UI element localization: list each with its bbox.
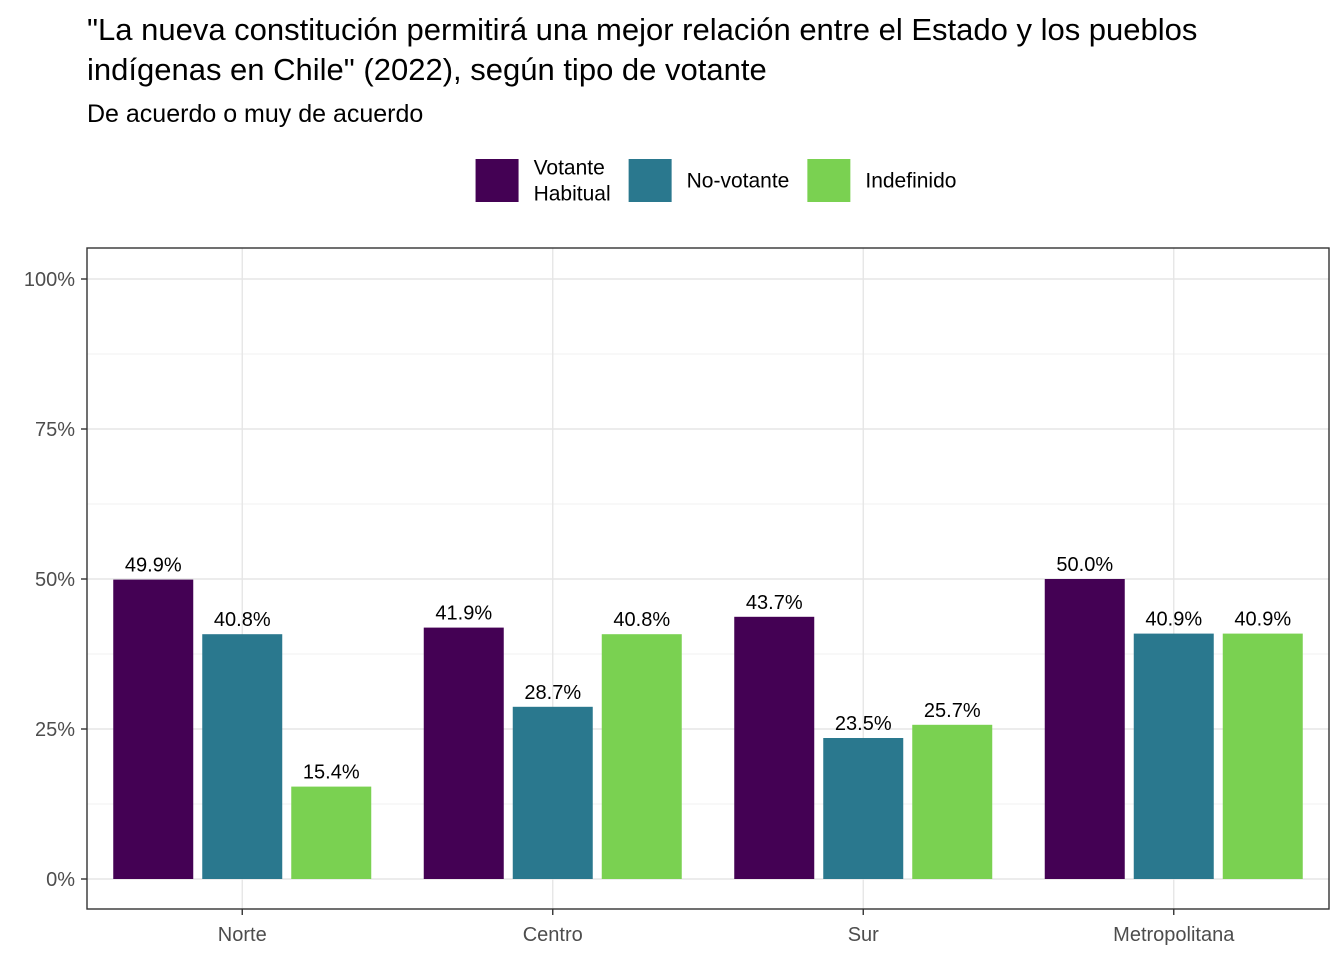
bar-value-label: 28.7% <box>524 682 581 704</box>
y-tick-label: 0% <box>46 869 75 891</box>
y-tick-label: 25% <box>35 719 75 741</box>
bar-centro-series-1 <box>423 627 504 879</box>
bar-value-label: 50.0% <box>1056 554 1113 576</box>
bar-value-label: 43.7% <box>746 592 803 614</box>
legend-label-1: Habitual <box>534 183 611 206</box>
bar-value-label: 25.7% <box>924 700 981 722</box>
bar-value-label: 40.9% <box>1234 609 1291 631</box>
x-tick-label-sur: Sur <box>848 924 879 946</box>
legend-label-1: Votante <box>534 157 605 180</box>
bar-value-label: 15.4% <box>303 762 360 784</box>
legend-key-3 <box>807 159 851 202</box>
bar-metropolitana-series-3 <box>1222 633 1303 879</box>
bar-metropolitana-series-1 <box>1044 579 1125 879</box>
bar-centro-series-3 <box>601 634 682 879</box>
chart-subtitle: De acuerdo o muy de acuerdo <box>87 100 423 128</box>
chart-title-line-1: "La nueva constitución permitirá una mej… <box>87 12 1197 47</box>
legend: Votante Habitual No-votante Indefinido <box>475 157 956 206</box>
legend-key-1 <box>475 159 519 202</box>
bar-norte-series-3 <box>291 786 372 879</box>
bar-sur-series-3 <box>912 724 993 879</box>
bar-metropolitana-series-2 <box>1133 633 1214 879</box>
bars <box>113 579 1303 879</box>
bar-value-label: 40.8% <box>613 609 670 631</box>
x-tick-label-centro: Centro <box>523 924 583 946</box>
bar-centro-series-2 <box>512 706 593 879</box>
y-tick-label: 50% <box>35 569 75 591</box>
y-tick-label: 100% <box>24 269 75 291</box>
bar-labels: 49.9% 41.9% 43.7% 50.0% 40.8% 28.7% 23.5% 40.9%… <box>125 554 1291 784</box>
legend-label-3: Indefinido <box>865 170 956 193</box>
bar-value-label: 40.8% <box>214 609 271 631</box>
x-tick-label-metropolitana: Metropolitana <box>1113 924 1235 946</box>
plot-area: 49.9% 41.9% 43.7% 50.0% 40.8% 28.7% 23.5% 40.9%… <box>86 247 1330 910</box>
bar-sur-series-1 <box>734 616 815 879</box>
bar-value-label: 40.9% <box>1145 609 1202 631</box>
bar-value-label: 49.9% <box>125 555 182 577</box>
y-axis: 0% 25% 50% 75% 100% <box>24 269 87 891</box>
legend-key-2 <box>628 159 672 202</box>
bar-value-label: 41.9% <box>435 603 492 625</box>
x-tick-label-norte: Norte <box>218 924 267 946</box>
bar-sur-series-2 <box>823 738 904 879</box>
bar-norte-series-2 <box>202 634 283 879</box>
x-axis: Norte Centro Sur Metropolitana <box>218 909 1235 946</box>
bar-norte-series-1 <box>113 579 194 879</box>
y-tick-label: 75% <box>35 419 75 441</box>
chart-title-line-2: indígenas en Chile" (2022), según tipo d… <box>87 52 767 87</box>
bar-value-label: 23.5% <box>835 713 892 735</box>
legend-label-2: No-votante <box>687 170 790 193</box>
